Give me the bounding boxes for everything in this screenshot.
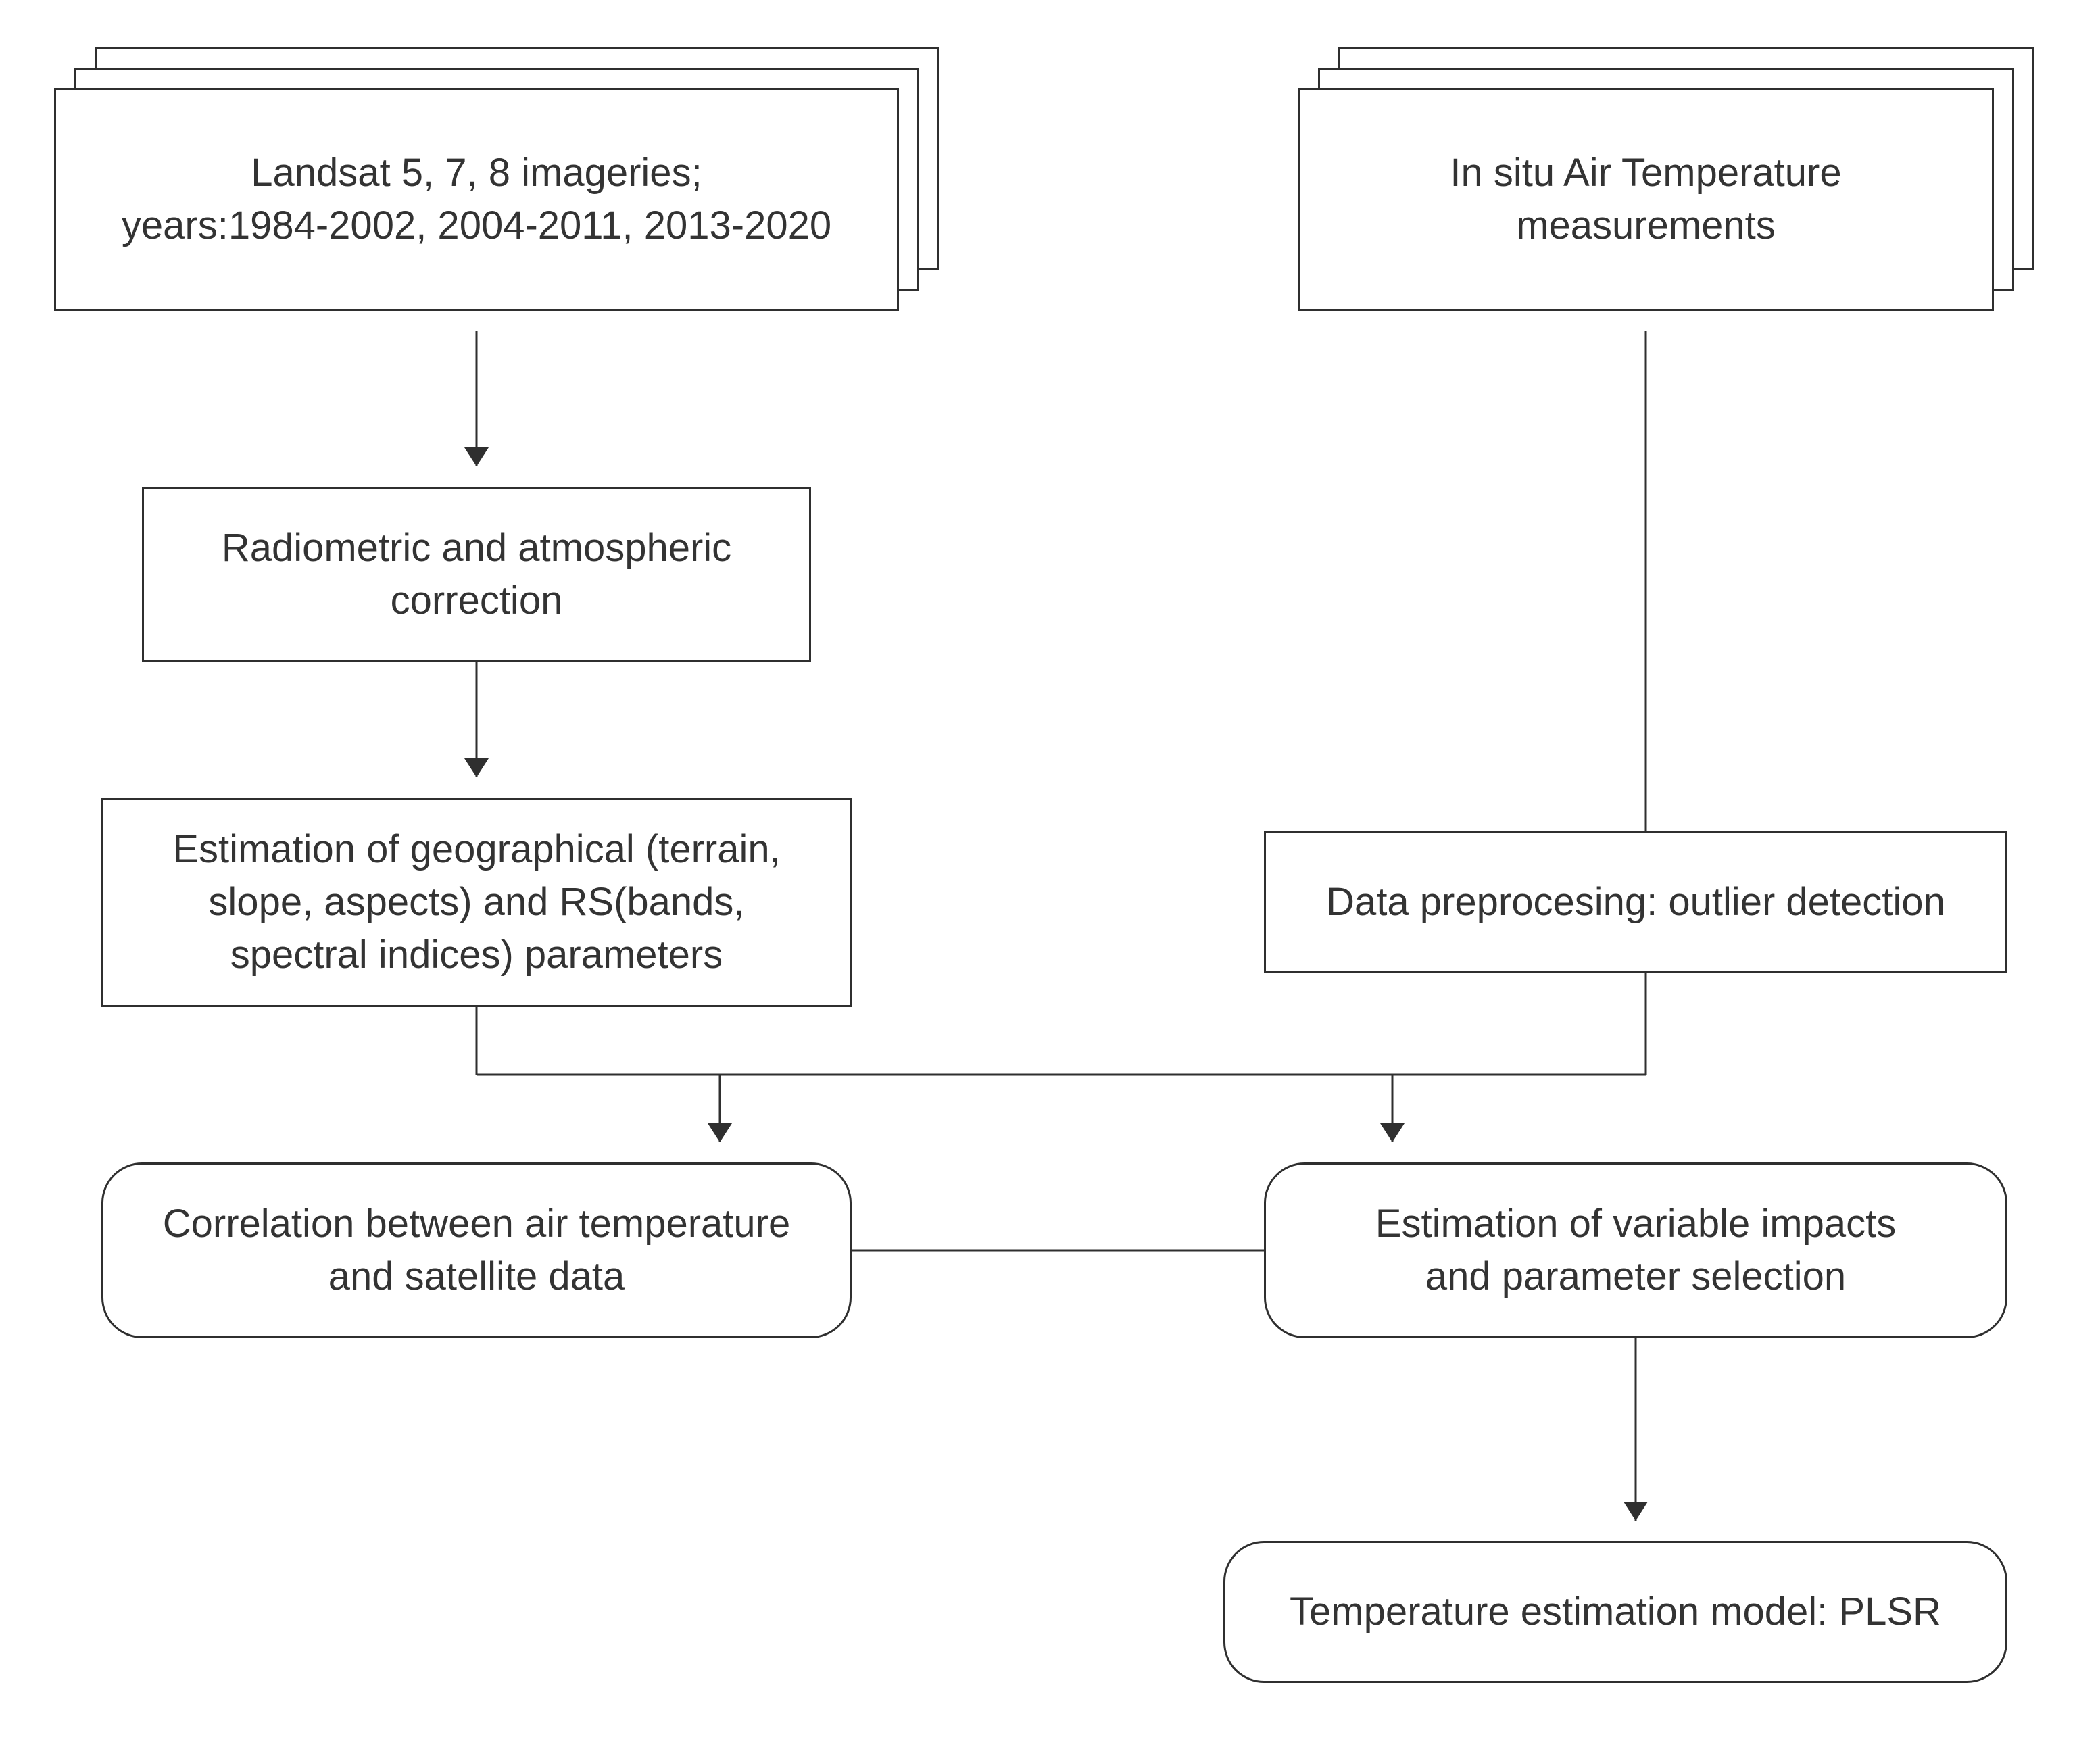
node-correlation-label: Correlation between air temperatureand s… — [163, 1198, 790, 1304]
node-plsr: Temperature estimation model: PLSR — [1223, 1541, 2007, 1683]
node-estimation-geo: Estimation of geographical (terrain,slop… — [101, 798, 852, 1007]
node-landsat: Landsat 5, 7, 8 imageries;years:1984-200… — [54, 88, 899, 311]
node-radiometric-label: Radiometric and atmosphericcorrection — [222, 522, 731, 628]
node-variable-impacts: Estimation of variable impactsand parame… — [1264, 1162, 2007, 1338]
node-insitu: In situ Air Temperaturemeasurements — [1298, 88, 1994, 311]
node-estimation-geo-label: Estimation of geographical (terrain,slop… — [172, 823, 780, 982]
node-radiometric: Radiometric and atmosphericcorrection — [142, 487, 811, 662]
node-landsat-label: Landsat 5, 7, 8 imageries;years:1984-200… — [122, 147, 831, 253]
node-preprocessing: Data preprocesing: outlier detection — [1264, 831, 2007, 973]
node-insitu-label: In situ Air Temperaturemeasurements — [1450, 147, 1841, 253]
node-variable-impacts-label: Estimation of variable impactsand parame… — [1375, 1198, 1896, 1304]
node-correlation: Correlation between air temperatureand s… — [101, 1162, 852, 1338]
node-plsr-label: Temperature estimation model: PLSR — [1290, 1586, 1941, 1638]
node-preprocessing-label: Data preprocesing: outlier detection — [1326, 876, 1945, 929]
